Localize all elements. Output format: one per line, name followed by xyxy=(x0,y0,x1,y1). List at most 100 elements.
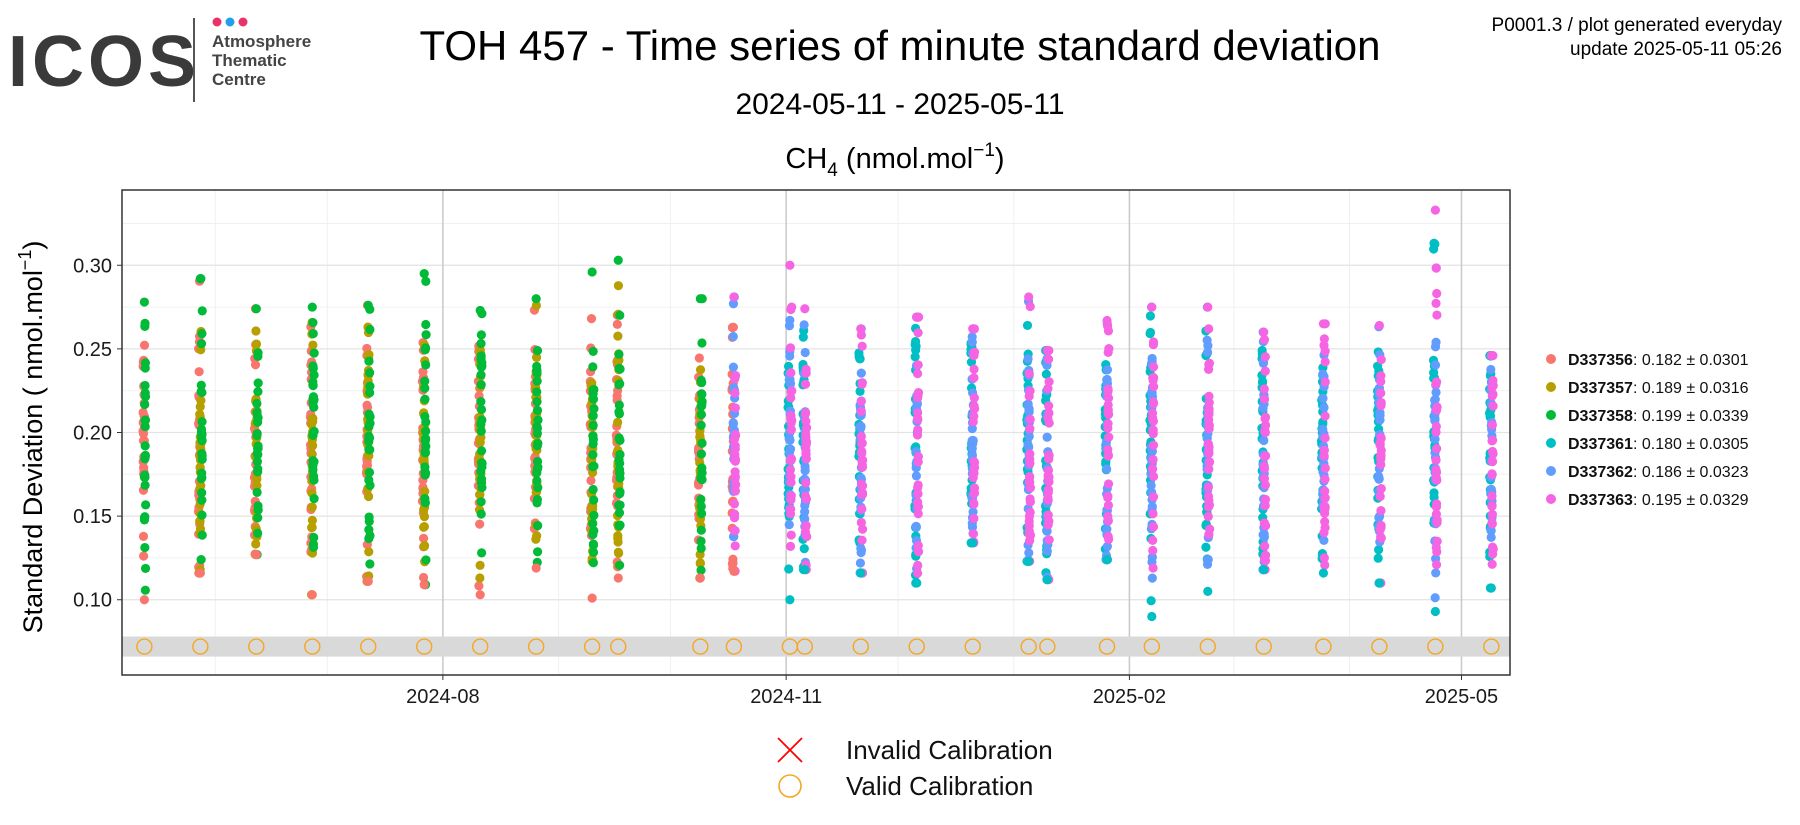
valid-calibration-marker xyxy=(908,638,925,655)
data-point-D337362 xyxy=(855,558,866,568)
icos-logo: ICOS Atmosphere Thematic Centre xyxy=(8,17,311,102)
data-point-D337363 xyxy=(1148,471,1159,482)
data-point-D337361 xyxy=(1201,542,1211,552)
data-point-D337358 xyxy=(696,501,706,511)
data-point-D337362 xyxy=(968,435,978,446)
data-point-D337358 xyxy=(476,338,486,349)
data-point-D337363 xyxy=(1044,454,1054,464)
data-point-D337358 xyxy=(140,470,150,480)
data-point-D337363 xyxy=(786,410,796,421)
data-point-D337363 xyxy=(1431,427,1441,437)
data-point-D337363 xyxy=(1320,377,1330,387)
data-point-D337358 xyxy=(588,411,598,421)
data-point-D337356 xyxy=(194,367,204,377)
y-tick-label: 0.15 xyxy=(73,506,112,528)
data-point-D337358 xyxy=(697,474,707,485)
data-point-D337358 xyxy=(140,391,151,402)
data-point-D337363 xyxy=(1204,391,1214,401)
logo-word: ICOS xyxy=(8,22,200,102)
data-point-D337363 xyxy=(1259,384,1269,394)
data-point-min xyxy=(912,578,922,588)
data-point-D337363 xyxy=(913,509,923,519)
data-point-D337358 xyxy=(253,348,263,358)
data-point-D337363 xyxy=(730,388,740,398)
data-point-min xyxy=(785,595,795,605)
data-point-D337358 xyxy=(614,508,625,518)
data-point-D337358 xyxy=(196,555,206,565)
data-point-D337363 xyxy=(1488,449,1498,459)
data-point-D337363 xyxy=(1203,482,1213,492)
data-point-D337363 xyxy=(913,489,923,499)
data-point-D337357 xyxy=(307,522,317,533)
data-point-max xyxy=(1102,315,1112,326)
data-point-D337363 xyxy=(1261,521,1271,531)
data-point-D337358 xyxy=(696,420,706,430)
logo-dot xyxy=(225,17,235,27)
data-point-D337363 xyxy=(1148,440,1159,450)
data-point-D337362 xyxy=(1319,535,1329,546)
data-point-D337357 xyxy=(475,560,485,570)
data-point-D337363 xyxy=(969,513,979,524)
y-axis-title: Standard Deviation ( nmol.mol−1) xyxy=(15,241,48,634)
data-point-D337363 xyxy=(1204,457,1215,467)
y-tick-label: 0.30 xyxy=(73,255,112,277)
data-point-D337363 xyxy=(1376,388,1386,398)
data-point-max xyxy=(1374,320,1385,331)
chart-title: TOH 457 - Time series of minute standard… xyxy=(419,22,1381,69)
valid-calibration-marker xyxy=(360,638,377,655)
data-point-D337363 xyxy=(1488,389,1498,399)
data-point-D337358 xyxy=(588,540,599,550)
data-point-D337363 xyxy=(1148,362,1159,372)
data-point-D337358 xyxy=(532,428,542,438)
data-point-D337358 xyxy=(309,532,319,543)
data-point-D337358 xyxy=(614,521,624,531)
data-point-max xyxy=(1318,319,1329,329)
data-point-D337363 xyxy=(1148,563,1158,573)
calibration-legend-label: Invalid Calibration xyxy=(846,735,1053,765)
data-point-D337358 xyxy=(588,346,598,357)
valid-calibration-marker xyxy=(248,638,265,655)
data-point-D337358 xyxy=(615,449,625,460)
data-point-min xyxy=(729,566,739,576)
data-point-D337358 xyxy=(696,508,707,519)
data-point-D337358 xyxy=(197,530,207,540)
data-point-D337363 xyxy=(801,494,811,504)
data-point-D337357 xyxy=(195,409,205,419)
data-point-D337363 xyxy=(730,486,741,496)
data-point-D337358 xyxy=(365,559,375,569)
data-point-D337358 xyxy=(421,555,431,565)
data-point-D337362 xyxy=(1486,532,1496,543)
data-point-D337358 xyxy=(477,415,487,425)
data-point-D337358 xyxy=(140,542,150,553)
data-point-max xyxy=(1147,302,1157,312)
data-point-D337363 xyxy=(1148,454,1158,465)
data-point-D337363 xyxy=(1204,442,1214,452)
data-point-D337362 xyxy=(1318,369,1328,379)
data-point-max xyxy=(475,305,485,316)
legend-label: D337356: 0.182 ± 0.0301 xyxy=(1568,352,1749,369)
data-point-D337363 xyxy=(1376,520,1386,531)
data-point-D337363 xyxy=(1204,530,1214,540)
calibration-legend-label: Valid Calibration xyxy=(846,771,1033,801)
valid-calibration-marker xyxy=(1020,638,1037,655)
data-point-D337363 xyxy=(913,540,923,551)
data-point-D337363 xyxy=(1432,310,1442,320)
data-point-D337362 xyxy=(1486,364,1496,375)
data-point-D337358 xyxy=(364,533,374,544)
data-point-D337357 xyxy=(252,480,262,491)
data-point-D337358 xyxy=(253,467,263,477)
data-point-D337356 xyxy=(418,572,429,583)
data-point-D337358 xyxy=(588,519,598,529)
data-point-D337363 xyxy=(1375,491,1385,502)
data-point-D337363 xyxy=(1148,464,1158,474)
data-point-D337363 xyxy=(857,446,867,457)
data-point-D337361 xyxy=(1145,311,1156,321)
data-point-D337358 xyxy=(477,361,487,371)
data-point-D337363 xyxy=(786,530,796,540)
data-point-D337358 xyxy=(197,510,207,520)
valid-calibration-marker xyxy=(1315,638,1332,655)
data-point-min xyxy=(1374,578,1385,588)
y-tick-label: 0.25 xyxy=(73,339,112,361)
data-point-D337356 xyxy=(612,319,622,329)
data-point-D337362 xyxy=(1102,365,1113,375)
